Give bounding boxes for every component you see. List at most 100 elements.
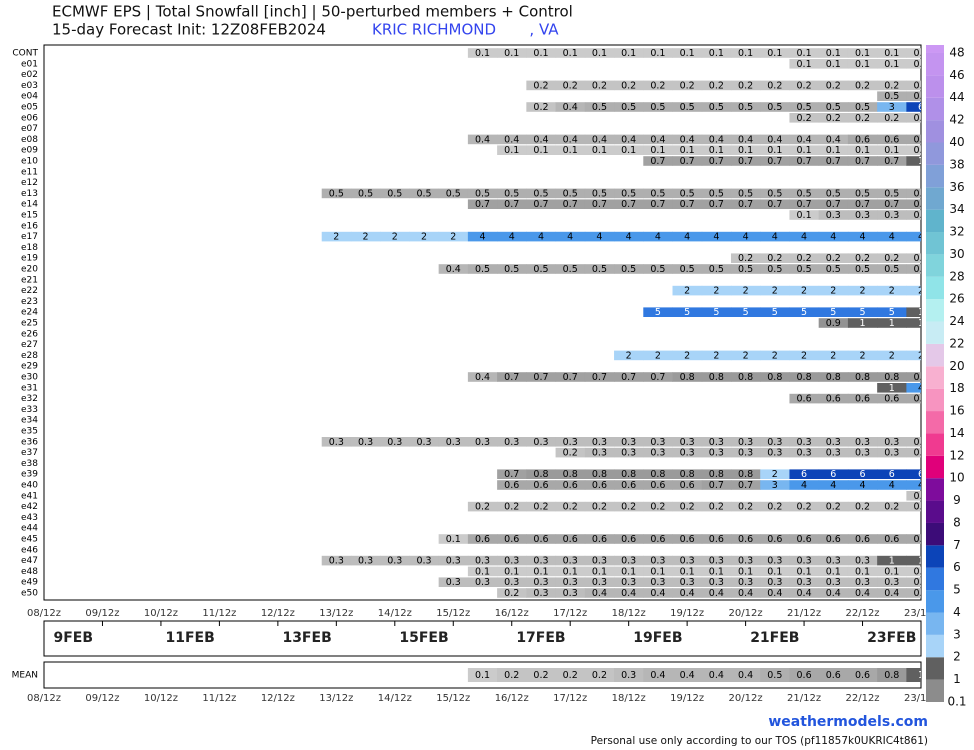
cell-value: 0.2 (592, 670, 607, 681)
cell (906, 555, 921, 566)
cell-value: 0.3 (563, 556, 578, 567)
cell-value: 0.2 (797, 113, 812, 124)
date-label: 17FEB (516, 630, 565, 646)
site-link[interactable]: weathermodels.com (768, 714, 928, 730)
cell-value: 0.1 (592, 48, 607, 59)
cell (847, 59, 878, 69)
time-label-mean: 11/12z (202, 693, 236, 704)
cell (643, 469, 674, 479)
cell (643, 80, 674, 91)
cell (877, 307, 907, 317)
cell-value: 4 (918, 232, 924, 243)
row-label: e19 (21, 254, 38, 264)
cell-value: 0.7 (533, 372, 548, 383)
cell-value: 0.7 (504, 372, 519, 383)
cell-value: 0.4 (650, 588, 665, 599)
cell (584, 80, 615, 91)
cell-value: 0.2 (680, 80, 695, 91)
cell-value: 0.2 (504, 588, 519, 599)
cell-value: 0.3 (387, 556, 402, 567)
cell-value: 4 (684, 232, 690, 243)
time-label: 08/12z (27, 608, 61, 619)
cell-value: 0.2 (680, 502, 695, 513)
cell (818, 393, 849, 404)
cell (614, 145, 644, 155)
cell (438, 188, 469, 199)
cell (789, 145, 820, 155)
cell (497, 264, 527, 274)
cell-value: 4 (918, 383, 924, 394)
cell-value: 0.4 (650, 134, 665, 145)
cell-value: 0.3 (709, 448, 724, 459)
cell-value: 0.1 (680, 145, 695, 156)
notice: Personal use only according to our TOS (… (591, 735, 928, 747)
cell-value: 0.7 (650, 156, 665, 167)
cell-value: 0.4 (913, 588, 928, 599)
cell-value: 4 (830, 480, 836, 491)
cell-value: 0.2 (533, 670, 548, 681)
cell-value: 0.1 (855, 145, 870, 156)
cell (789, 307, 820, 317)
cell (760, 555, 790, 566)
row-label: e33 (21, 405, 38, 415)
cell (877, 668, 907, 682)
colorbar-bin (926, 478, 944, 501)
cell (730, 285, 761, 296)
cell-value: 0.5 (533, 188, 548, 199)
cell (877, 48, 907, 58)
cell (906, 145, 921, 155)
time-label: 11/12z (202, 608, 236, 619)
cell-value: 0.2 (855, 502, 870, 513)
cell (877, 231, 907, 242)
cell-value: 2 (889, 286, 895, 297)
cell-value: 0.1 (709, 145, 724, 156)
cell-value: 6 (801, 469, 807, 480)
cell (877, 264, 907, 274)
cell-value: 0.4 (680, 134, 695, 145)
cell-value: 0.8 (533, 469, 548, 480)
cell-value: 0.3 (709, 556, 724, 567)
cell (818, 253, 849, 263)
cell-value: 0.8 (826, 372, 841, 383)
cell (555, 264, 586, 274)
date-axis-frame (43, 620, 922, 657)
cell-value: 0.3 (855, 437, 870, 448)
cell (321, 231, 352, 242)
cell-value: 0.1 (738, 48, 753, 59)
cell (467, 555, 498, 566)
cell (555, 80, 586, 91)
cell (643, 566, 674, 577)
cell-value: 0.6 (650, 480, 665, 491)
row-label: e21 (21, 275, 38, 285)
cell-value: 0.4 (504, 134, 519, 145)
cell (847, 199, 878, 209)
cell-value: 0.5 (884, 264, 899, 275)
cell-value: 0.2 (563, 448, 578, 459)
cell (701, 145, 732, 155)
cell-value: 4 (860, 232, 866, 243)
cell-value: 0.6 (855, 394, 870, 405)
cell-value: 0.3 (329, 556, 344, 567)
cell-value: 0.2 (533, 80, 548, 91)
cell-value: 0.4 (680, 670, 695, 681)
cell-value: 0.6 (797, 670, 812, 681)
cell-value: 0.3 (329, 437, 344, 448)
cell (526, 588, 557, 598)
row-label: e15 (21, 211, 38, 221)
cell-value: 0.2 (884, 80, 899, 91)
colorbar-bin (926, 411, 944, 434)
cell-value: 0.6 (826, 394, 841, 405)
row-label: e08 (21, 135, 38, 145)
cell-value: 2 (655, 350, 661, 361)
cell (614, 48, 644, 58)
cell-value: 0.1 (563, 145, 578, 156)
cell (584, 501, 615, 512)
chart-subtitle: 15-day Forecast Init: 12Z08FEB2024 (52, 21, 326, 39)
cell (818, 534, 849, 544)
cell-value: 0.4 (738, 670, 753, 681)
cell-value: 0.5 (826, 264, 841, 275)
cell (818, 469, 849, 479)
colorbar-label: 9 (953, 493, 961, 507)
cell-value: 0.3 (913, 577, 928, 588)
cell (438, 577, 469, 587)
